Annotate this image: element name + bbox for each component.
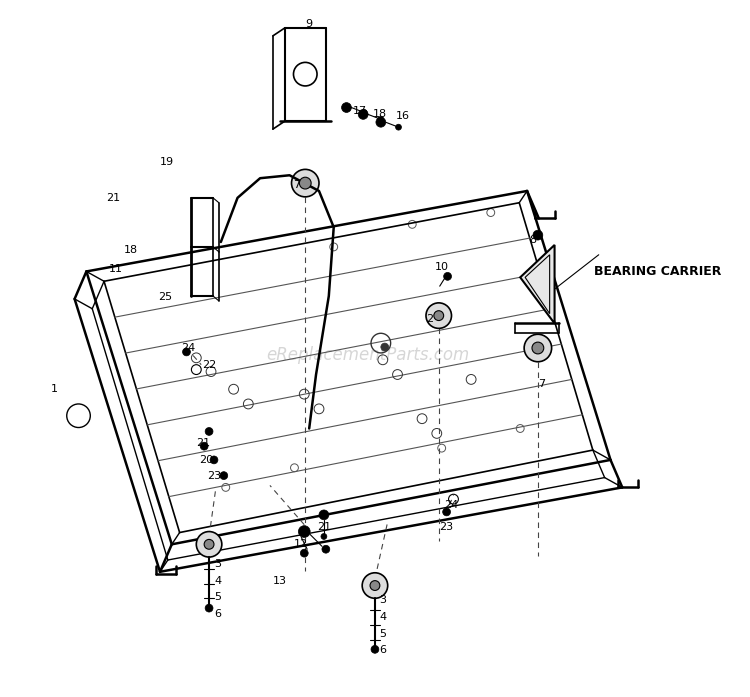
Circle shape	[362, 109, 367, 116]
Text: 23: 23	[440, 521, 454, 532]
Text: 18: 18	[124, 245, 137, 255]
Text: 6: 6	[214, 609, 221, 619]
Text: 16: 16	[395, 112, 410, 121]
Text: 20: 20	[199, 455, 213, 465]
Circle shape	[196, 532, 222, 557]
Text: 13: 13	[273, 576, 286, 585]
Circle shape	[370, 581, 380, 590]
Circle shape	[426, 303, 451, 328]
Circle shape	[319, 510, 328, 520]
Text: 6: 6	[380, 645, 386, 655]
Circle shape	[292, 169, 319, 197]
Text: 11: 11	[109, 264, 123, 275]
Circle shape	[524, 335, 551, 362]
Text: 8: 8	[530, 235, 536, 245]
Text: 7: 7	[292, 180, 300, 190]
Circle shape	[298, 526, 310, 537]
Text: 23: 23	[207, 470, 221, 481]
Circle shape	[206, 604, 213, 612]
Circle shape	[376, 117, 386, 127]
Text: 24: 24	[445, 500, 459, 510]
Text: 5: 5	[380, 629, 386, 638]
Circle shape	[322, 545, 330, 553]
Circle shape	[206, 427, 213, 436]
Circle shape	[381, 343, 388, 351]
Circle shape	[378, 116, 384, 122]
Circle shape	[442, 508, 451, 516]
Text: 4: 4	[380, 612, 386, 622]
Text: 24: 24	[182, 343, 196, 353]
Text: 17: 17	[353, 107, 368, 116]
Text: 21: 21	[106, 193, 120, 203]
Text: 25: 25	[158, 292, 172, 302]
Text: 1: 1	[50, 384, 58, 395]
Circle shape	[371, 645, 379, 653]
Circle shape	[532, 342, 544, 354]
Text: 9: 9	[305, 19, 313, 29]
Text: 18: 18	[373, 109, 387, 119]
Circle shape	[433, 311, 444, 321]
Text: 10: 10	[435, 261, 448, 272]
Text: 3: 3	[214, 559, 221, 569]
Text: 3: 3	[380, 595, 386, 605]
Circle shape	[533, 230, 543, 240]
Circle shape	[341, 102, 352, 112]
Circle shape	[395, 124, 401, 130]
Text: 21: 21	[196, 438, 210, 448]
Circle shape	[200, 442, 208, 450]
Circle shape	[444, 273, 452, 280]
Text: 21: 21	[316, 521, 331, 532]
Text: eReplacementParts.com: eReplacementParts.com	[266, 346, 470, 364]
Circle shape	[358, 109, 368, 119]
Text: 22: 22	[202, 360, 216, 369]
Circle shape	[210, 456, 218, 464]
Circle shape	[220, 472, 228, 480]
Text: 2: 2	[426, 314, 433, 323]
Circle shape	[299, 177, 311, 189]
Text: 12: 12	[294, 539, 308, 549]
Text: BEARING CARRIER: BEARING CARRIER	[594, 265, 722, 278]
Polygon shape	[520, 245, 554, 323]
Circle shape	[182, 348, 190, 356]
Circle shape	[321, 533, 327, 539]
Text: 19: 19	[160, 157, 174, 167]
Text: 4: 4	[214, 576, 221, 585]
Text: 5: 5	[214, 592, 221, 602]
Circle shape	[204, 539, 214, 549]
Circle shape	[300, 549, 308, 557]
Text: 7: 7	[538, 379, 545, 390]
Circle shape	[362, 573, 388, 598]
